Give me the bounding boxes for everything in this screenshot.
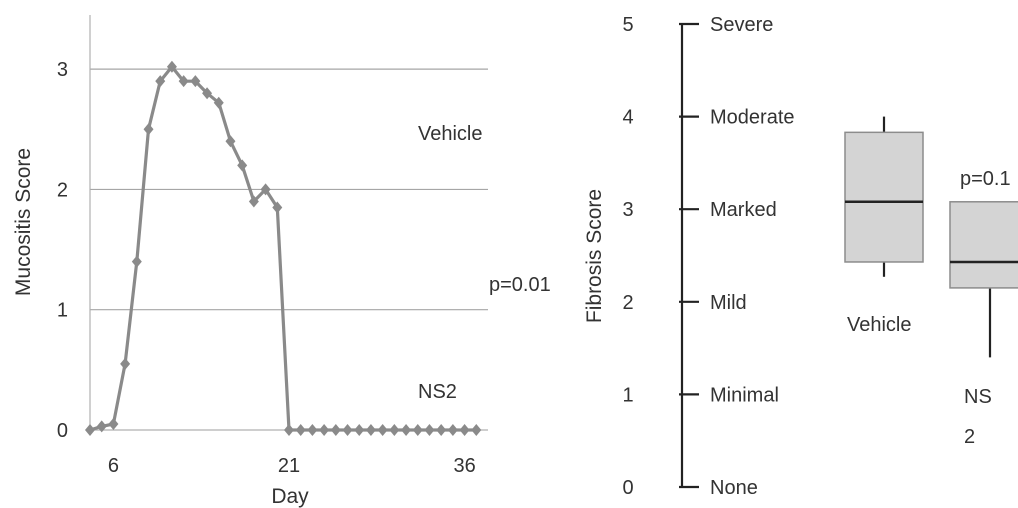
vehicle-point (401, 424, 412, 436)
y-tick-category: Mild (710, 292, 747, 314)
box-label-ns2-line2: 2 (964, 426, 975, 448)
vehicle-line (89, 65, 477, 432)
box-body (844, 131, 924, 263)
vehicle-point (365, 424, 376, 436)
y-tick-number: 3 (622, 199, 633, 221)
y-tick-number: 1 (622, 384, 633, 406)
vehicle-point (108, 417, 119, 430)
vehicle-point (284, 424, 294, 436)
vehicle-point (377, 424, 388, 436)
y-tick-category: Minimal (710, 384, 779, 406)
mucositis-panel: 0 1 2 3 6 21 36 Mucositis Score Day Vehicle N… (12, 15, 551, 508)
vehicle-point (190, 75, 201, 88)
vehicle-point (131, 255, 142, 268)
y-tick-label: 3 (57, 59, 68, 81)
y-tick-labels: 0 1 2 3 (57, 59, 68, 442)
vehicle-point (96, 420, 107, 433)
annotation-ns2: NS2 (418, 381, 457, 403)
vehicle-point (447, 424, 458, 436)
annotation-vehicle: Vehicle (418, 123, 483, 145)
x-tick-label: 6 (108, 455, 119, 477)
vehicle-point (166, 60, 177, 73)
y-tick-number: 5 (622, 14, 633, 36)
vehicle-point (143, 123, 154, 136)
vehicle-point (178, 75, 189, 88)
annotation-p-value: p=0.1 (960, 168, 1011, 190)
y-ticks: 0 None 1 Minimal 2 Mild 3 Marked 4 Moderate 5 Sever… (622, 14, 794, 499)
vehicle-point (342, 424, 353, 436)
vehicle-point (202, 87, 213, 100)
box-layer (844, 116, 1018, 358)
x-axis-title: Day (271, 485, 309, 508)
vehicle-point (389, 424, 400, 436)
fibrosis-panel: 0 None 1 Minimal 2 Mild 3 Marked 4 Moderate 5 Sever… (583, 14, 1018, 499)
vehicle-point (213, 96, 224, 109)
vehicle-point (260, 183, 271, 196)
y-tick-label: 2 (57, 179, 68, 201)
y-tick-category: Severe (710, 14, 773, 36)
series-layer (85, 60, 482, 436)
y-tick-category: Moderate (710, 107, 795, 129)
box-body (949, 201, 1018, 289)
box-label-vehicle: Vehicle (847, 314, 912, 336)
y-tick-number: 2 (622, 292, 633, 314)
vehicle-point (471, 424, 482, 436)
vehicle-point (330, 424, 341, 436)
y-tick-number: 0 (622, 477, 633, 499)
vehicle-point (248, 195, 259, 208)
vehicle-point (120, 357, 131, 370)
y-tick-label: 1 (57, 300, 68, 322)
vehicle-point (436, 424, 447, 436)
vehicle-point (225, 135, 236, 148)
annotation-p-value: p=0.01 (489, 274, 551, 296)
vehicle-point (155, 75, 166, 88)
x-tick-labels: 6 21 36 (108, 455, 476, 477)
vehicle-point (85, 424, 95, 436)
x-tick-label: 21 (278, 455, 300, 477)
vehicle-point (354, 424, 365, 436)
y-tick-number: 4 (622, 107, 633, 129)
y-tick-label: 0 (57, 420, 68, 442)
vehicle-point (237, 159, 248, 172)
y-axis-title: Fibrosis Score (583, 189, 606, 323)
vehicle-point (295, 424, 306, 436)
y-axis-title: Mucositis Score (12, 148, 35, 296)
y-tick-category: Marked (710, 199, 777, 221)
y-tick-category: None (710, 477, 758, 499)
vehicle-point (459, 424, 470, 436)
x-tick-label: 36 (453, 455, 475, 477)
box-label-ns2-line1: NS (964, 386, 992, 408)
vehicle-point (424, 424, 435, 436)
vehicle-point (272, 201, 283, 214)
vehicle-point (319, 424, 330, 436)
vehicle-point (412, 424, 423, 436)
vehicle-point (307, 424, 318, 436)
